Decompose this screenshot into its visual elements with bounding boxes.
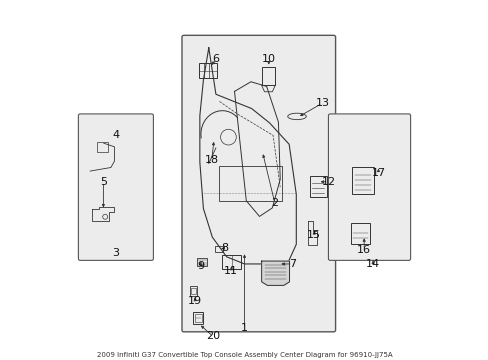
Text: 9: 9 [197,261,204,271]
Text: 2009 Infiniti G37 Convertible Top Console Assembly Center Diagram for 96910-JJ75: 2009 Infiniti G37 Convertible Top Consol… [97,352,391,358]
Bar [261,67,275,85]
FancyBboxPatch shape [182,35,335,332]
Bar [351,167,373,194]
Text: 6: 6 [212,54,219,64]
Bar [193,312,203,324]
Text: 20: 20 [205,332,220,342]
Bar [222,255,241,269]
Text: 13: 13 [315,98,329,108]
Bar [215,246,223,252]
Text: 17: 17 [371,168,385,178]
Text: 19: 19 [188,296,202,306]
Text: 4: 4 [112,130,119,140]
Text: 11: 11 [224,266,238,276]
Text: 8: 8 [221,243,228,253]
Text: 1: 1 [241,323,247,333]
Text: 12: 12 [321,177,335,187]
Bar [219,166,282,202]
Bar [194,314,202,322]
Bar [190,288,196,294]
Text: 5: 5 [100,177,107,187]
Text: 10: 10 [261,54,275,64]
Text: 16: 16 [356,245,370,255]
Bar [197,258,207,266]
FancyBboxPatch shape [78,114,153,260]
FancyBboxPatch shape [328,114,410,260]
Text: 18: 18 [204,156,218,165]
Text: 7: 7 [288,259,296,269]
Text: 3: 3 [112,248,119,258]
Bar [97,143,108,153]
Bar [189,287,197,296]
Bar [198,63,217,78]
Polygon shape [261,261,289,285]
Bar [350,223,369,244]
Bar [309,176,326,197]
Text: 14: 14 [366,259,379,269]
Text: 15: 15 [306,230,321,240]
Text: 2: 2 [271,198,278,208]
